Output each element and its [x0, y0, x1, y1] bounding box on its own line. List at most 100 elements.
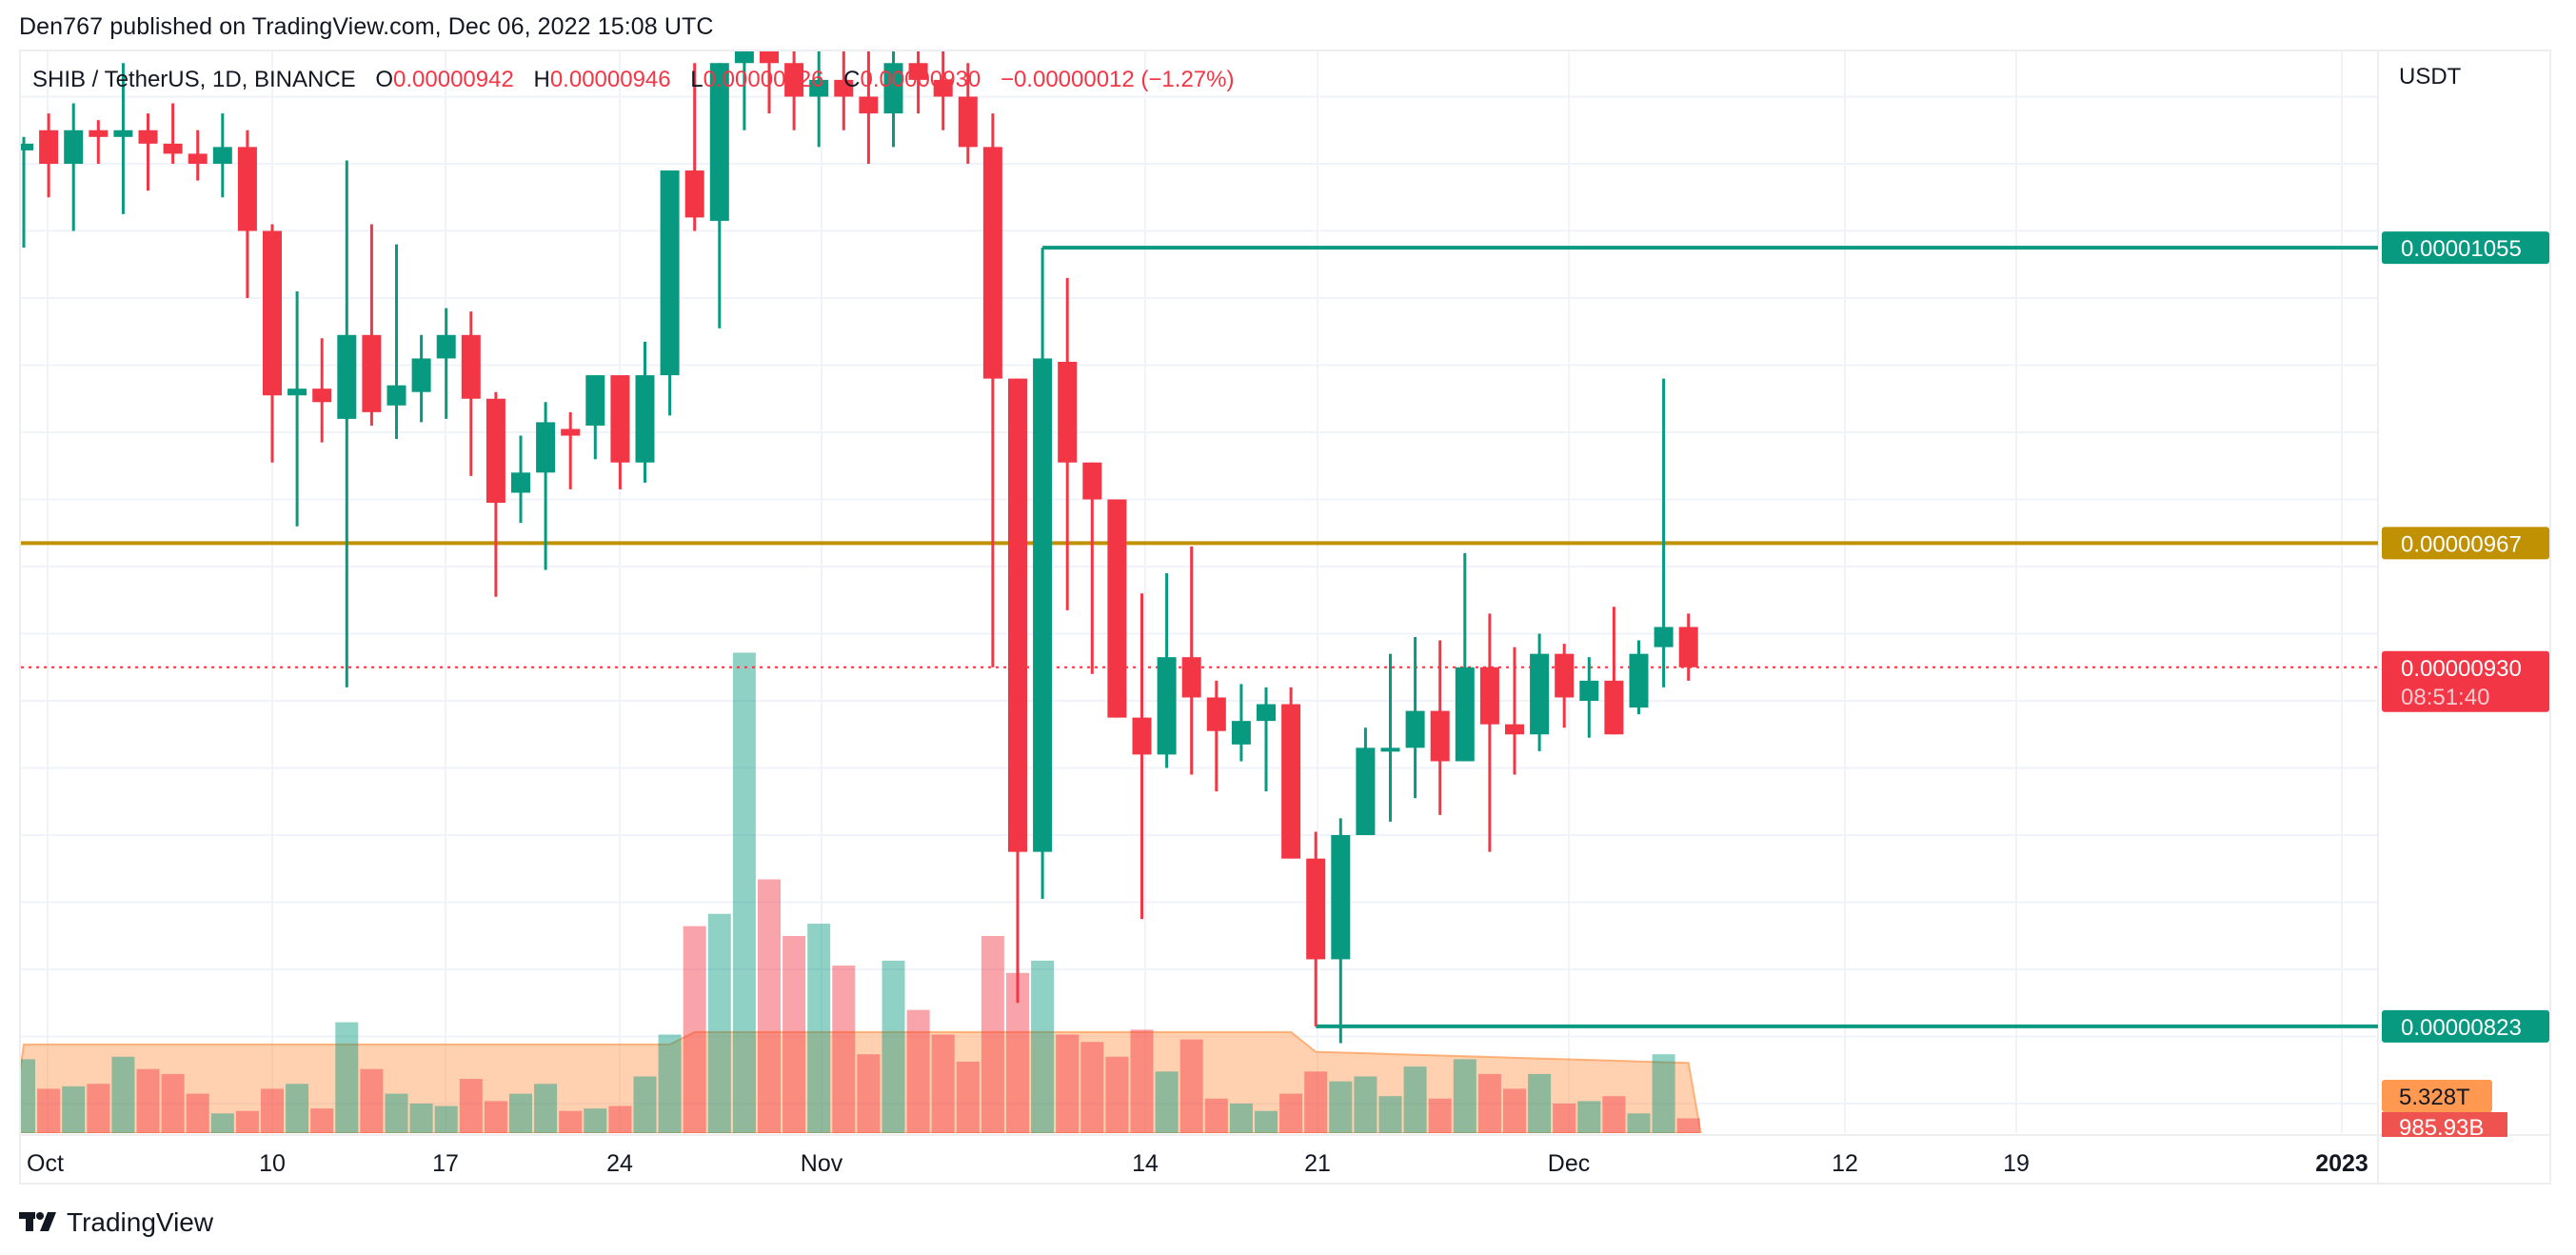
candle[interactable]: [1455, 552, 1475, 762]
volume-bars: [21, 652, 1702, 1133]
footer-brand: TradingView: [19, 1207, 213, 1238]
candle[interactable]: [958, 63, 978, 164]
candle[interactable]: [461, 311, 481, 476]
candle[interactable]: [1604, 607, 1624, 735]
candle[interactable]: [933, 47, 953, 130]
time-tick: 24: [606, 1150, 633, 1177]
candle[interactable]: [1181, 546, 1201, 775]
candle[interactable]: [113, 63, 133, 214]
candle[interactable]: [1430, 640, 1450, 815]
time-axis[interactable]: Oct 10 17 24 Nov 14 21 Dec 12 19 2023: [27, 1150, 2368, 1177]
candle[interactable]: [386, 244, 406, 440]
candle[interactable]: [1058, 277, 1078, 610]
svg-text:0.00000823: 0.00000823: [2401, 1015, 2522, 1041]
high-label: H: [533, 67, 550, 92]
candle[interactable]: [89, 120, 109, 164]
open-label: O: [375, 67, 394, 92]
currency-label: USDT: [2399, 64, 2462, 90]
candle[interactable]: [1356, 727, 1376, 835]
candle[interactable]: [212, 113, 232, 198]
chart-frame: [19, 50, 2551, 1185]
svg-text:5.328T: 5.328T: [2399, 1085, 2470, 1110]
candle[interactable]: [660, 170, 680, 416]
price-axis[interactable]: USDT 0.00001055 0.00000967 0.00000930 08:51:…: [2382, 64, 2549, 1141]
svg-text:0.00000967: 0.00000967: [2401, 531, 2522, 557]
candle[interactable]: [1107, 499, 1127, 718]
change-value: −0.00000012 (−1.27%): [1000, 67, 1235, 92]
candle[interactable]: [237, 129, 257, 298]
candle[interactable]: [436, 308, 456, 419]
candle[interactable]: [760, 12, 779, 114]
time-tick: 21: [1304, 1150, 1331, 1177]
candle[interactable]: [1654, 378, 1674, 687]
time-tick: 17: [432, 1150, 459, 1177]
low-label: L: [690, 67, 703, 92]
candle[interactable]: [1257, 687, 1276, 792]
candle[interactable]: [561, 411, 581, 489]
candle[interactable]: [138, 113, 158, 191]
candle[interactable]: [1555, 644, 1575, 728]
candle[interactable]: [511, 435, 530, 524]
candle[interactable]: [1579, 657, 1599, 738]
symbol-name[interactable]: SHIB / TetherUS, 1D, BINANCE: [32, 67, 356, 92]
high-value: 0.00000946: [549, 67, 671, 92]
candle[interactable]: [1479, 613, 1499, 852]
candle[interactable]: [1530, 633, 1550, 751]
svg-text:08:51:40: 08:51:40: [2401, 685, 2489, 710]
candle[interactable]: [1629, 640, 1649, 715]
candle[interactable]: [1132, 593, 1152, 920]
candle[interactable]: [362, 224, 382, 426]
candle[interactable]: [1157, 573, 1177, 768]
symbol-legend: SHIB / TetherUS, 1D, BINANCE O0.00000942…: [32, 67, 1234, 93]
candle[interactable]: [536, 402, 556, 570]
candle[interactable]: [684, 63, 704, 231]
candle[interactable]: [64, 103, 84, 231]
candle[interactable]: [610, 375, 630, 489]
time-tick: 2023: [2315, 1150, 2368, 1177]
price-badge: 0.00000930 08:51:40: [2382, 650, 2549, 712]
candle[interactable]: [859, 47, 879, 164]
svg-text:0.00000930: 0.00000930: [2401, 656, 2522, 682]
candle[interactable]: [1033, 358, 1053, 899]
candle[interactable]: [585, 375, 605, 460]
candle[interactable]: [1206, 680, 1226, 792]
candle[interactable]: [287, 290, 307, 527]
candle[interactable]: [485, 391, 505, 597]
grid: [21, 51, 2378, 1133]
volume-badge: 985.93B: [2382, 1112, 2507, 1141]
candle[interactable]: [312, 338, 332, 443]
candle[interactable]: [1082, 462, 1102, 674]
candle[interactable]: [1281, 687, 1301, 859]
publish-info: Den767 published on TradingView.com, Dec…: [19, 13, 714, 40]
close-value: 0.00000930: [860, 67, 981, 92]
candle[interactable]: [14, 136, 33, 249]
candle[interactable]: [1505, 647, 1524, 775]
candle[interactable]: [1306, 831, 1326, 1026]
candle[interactable]: [883, 30, 903, 148]
candle[interactable]: [337, 160, 357, 687]
candle[interactable]: [411, 334, 431, 423]
candle[interactable]: [1331, 818, 1351, 1044]
candle[interactable]: [982, 113, 1002, 667]
candle[interactable]: [1231, 684, 1251, 762]
candle[interactable]: [635, 341, 655, 483]
candle[interactable]: [734, 30, 754, 130]
candle[interactable]: [1380, 653, 1400, 822]
candle[interactable]: [188, 129, 208, 181]
candle[interactable]: [809, 47, 829, 148]
candle[interactable]: [908, 12, 928, 114]
candle[interactable]: [1405, 637, 1425, 799]
horizontal-levels[interactable]: [21, 246, 2378, 1028]
candle[interactable]: [709, 63, 729, 329]
candle[interactable]: [1008, 378, 1027, 1004]
candles: [14, 12, 1698, 1044]
candle[interactable]: [784, 30, 804, 130]
time-tick: 14: [1132, 1150, 1159, 1177]
candle[interactable]: [1678, 613, 1698, 681]
candle[interactable]: [39, 113, 59, 198]
candle[interactable]: [163, 103, 183, 164]
time-tick: Dec: [1548, 1150, 1590, 1177]
candle[interactable]: [263, 224, 282, 463]
candle[interactable]: [834, 30, 854, 130]
